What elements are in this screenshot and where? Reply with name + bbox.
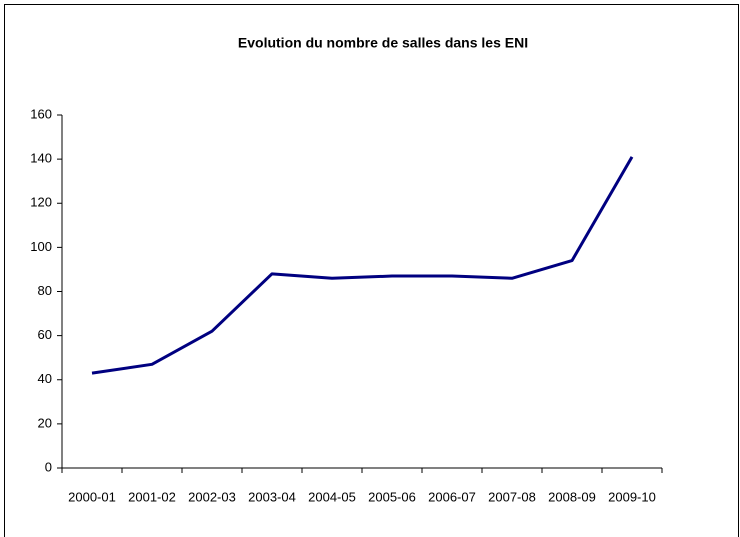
x-tick-label: 2003-04 — [248, 489, 296, 504]
x-tick-label: 2004-05 — [308, 489, 356, 504]
x-tick-label: 2001-02 — [128, 489, 176, 504]
chart-title: Evolution du nombre de salles dans les E… — [238, 35, 528, 51]
y-tick-label: 100 — [30, 239, 52, 254]
y-tick-label: 0 — [45, 459, 52, 474]
x-tick-label: 2006-07 — [428, 489, 476, 504]
x-tick-label: 2000-01 — [68, 489, 116, 504]
y-tick-label: 40 — [38, 371, 52, 386]
y-tick-label: 140 — [30, 151, 52, 166]
x-tick-label: 2007-08 — [488, 489, 536, 504]
y-tick-label: 80 — [38, 283, 52, 298]
x-tick-label: 2005-06 — [368, 489, 416, 504]
y-tick-label: 160 — [30, 106, 52, 121]
data-line — [91, 156, 634, 375]
y-tick-label: 120 — [30, 195, 52, 210]
x-tick-label: 2009-10 — [608, 489, 656, 504]
y-tick-label: 60 — [38, 327, 52, 342]
y-tick-label: 20 — [38, 415, 52, 430]
x-tick-label: 2002-03 — [188, 489, 236, 504]
x-tick-label: 2008-09 — [548, 489, 596, 504]
chart-border — [4, 4, 739, 537]
